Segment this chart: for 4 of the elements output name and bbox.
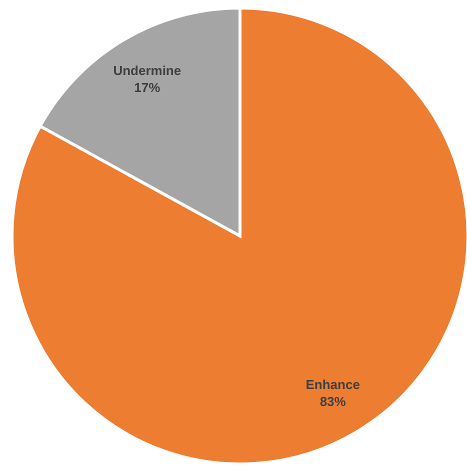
data-label: 83% (320, 394, 346, 409)
slice-label: Undermine (113, 63, 182, 78)
slice-label: Enhance (306, 377, 360, 392)
data-label: 17% (134, 80, 161, 95)
